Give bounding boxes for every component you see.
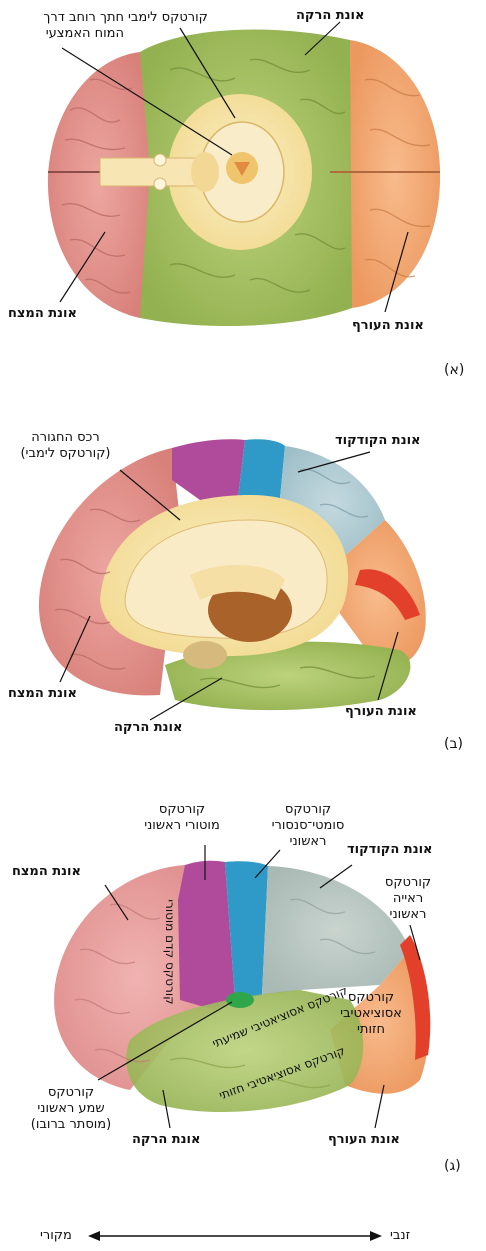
label-line: (מוסתר ברובו) [30, 1117, 112, 1132]
label-primary-somatosensory-cortex: קורטקס סומטי־סנסורי ראשוני [262, 802, 354, 850]
label-line: קורטקס [384, 875, 432, 890]
label-line: המוח האמצעי [45, 26, 124, 41]
label-line: ראייה [392, 891, 424, 906]
panel-a-brain [47, 29, 441, 327]
label-frontal-lobe: אונת המצח [8, 306, 77, 321]
label-line: קורטקס [284, 802, 332, 817]
label-line: (קורטקס לימבי) [20, 446, 111, 461]
leader-lines [59, 21, 421, 1129]
label-line: קורטקס [47, 1085, 95, 1100]
label-premotor-cortex: קורטקס קדם מוטורי [163, 899, 177, 1005]
label-line: אסוציאטיבי [340, 1006, 402, 1021]
label-line: שמע ראשוני [37, 1101, 105, 1116]
axis-label-rostral: מקורי [40, 1228, 72, 1243]
label-line: קורטקס [158, 802, 206, 817]
label-line: קורטקס [347, 990, 395, 1005]
label-line: סומטי־סנסורי [271, 818, 345, 833]
label-line: רכס החגורה [31, 430, 100, 445]
label-line: מוטורי ראשוני [144, 818, 220, 833]
axis-label-caudal: זנבי [390, 1228, 411, 1243]
panel-c-brain [54, 860, 431, 1113]
label-parietal-lobe: אונת הקודקוד [347, 842, 433, 857]
label-midbrain-section: חתך רוחב דרך המוח האמצעי [12, 10, 124, 42]
label-primary-auditory-cortex: קורטקס שמע ראשוני (מוסתר ברובו) [22, 1085, 120, 1133]
panel-c-letter: (ג) [444, 1158, 461, 1174]
label-primary-motor-cortex: קורטקס מוטורי ראשוני [134, 802, 230, 834]
label-parietal-lobe: אונת הקודקוד [335, 433, 421, 448]
label-visual-association-cortex-occipital: קורטקס אסוציאטיבי חזותי [330, 990, 412, 1038]
label-temporal-lobe: אונת הרקה [132, 1132, 201, 1147]
label-frontal-lobe: אונת המצח [12, 864, 81, 879]
label-occipital-lobe: אונת העורף [328, 1132, 400, 1147]
panel-b-letter: (ב) [444, 736, 464, 752]
label-line: ראשוני [389, 907, 427, 922]
label-primary-visual-cortex: קורטקס ראייה ראשוני [372, 875, 444, 923]
label-line: חתך רוחב דרך [43, 10, 124, 25]
label-line: חזותי [357, 1022, 385, 1037]
label-occipital-lobe: אונת העורף [352, 318, 424, 333]
label-occipital-lobe: אונת העורף [345, 704, 417, 719]
label-temporal-lobe: אונת הרקה [296, 8, 365, 23]
label-limbic-cortex: קורטקס לימבי [128, 10, 208, 25]
panel-b-brain [38, 439, 426, 711]
label-cingulate-gyrus: רכס החגורה (קורטקס לימבי) [8, 430, 123, 462]
label-frontal-lobe: אונת המצח [8, 686, 77, 701]
panel-a-letter: (א) [444, 362, 465, 378]
rostral-caudal-arrow [88, 1231, 382, 1241]
label-temporal-lobe: אונת הרקה [114, 720, 183, 735]
label-line: ראשוני [289, 834, 327, 849]
